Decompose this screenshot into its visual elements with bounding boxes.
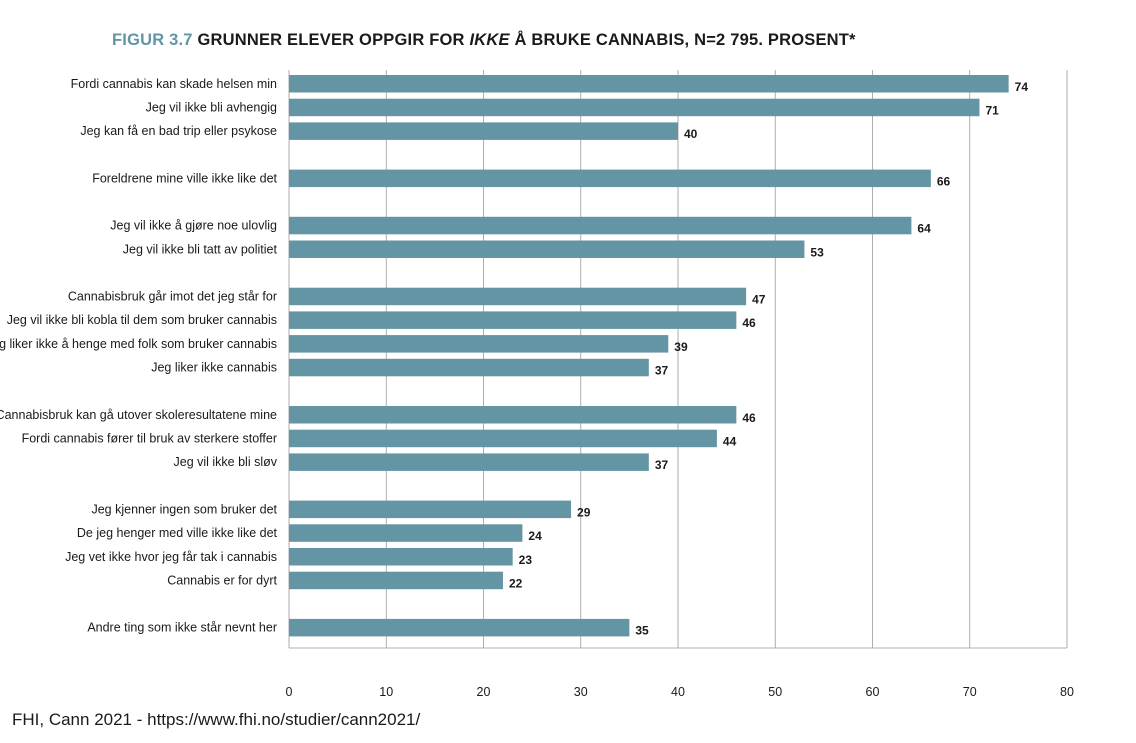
bar: [289, 98, 980, 117]
bar: [289, 571, 503, 590]
data-label: 44: [723, 434, 737, 448]
data-label: 40: [684, 127, 698, 141]
category-label: Foreldrene mine ville ikke like det: [92, 171, 277, 185]
bar: [289, 500, 572, 519]
x-tick-label: 40: [671, 685, 685, 699]
data-label: 29: [577, 505, 591, 519]
data-label: 71: [985, 103, 999, 117]
category-label: Jeg vil ikke bli tatt av politiet: [123, 242, 278, 256]
x-tick-label: 20: [477, 685, 491, 699]
category-label: Fordi cannabis fører til bruk av sterker…: [22, 431, 277, 445]
figure-label: FIGUR 3.7: [112, 31, 193, 49]
bar: [289, 524, 523, 542]
title-text-italic: IKKE: [469, 31, 510, 49]
x-tick-label: 30: [574, 685, 588, 699]
data-label: 46: [742, 411, 756, 425]
bar: [289, 169, 931, 188]
data-label: 64: [917, 222, 931, 236]
data-label: 74: [1015, 80, 1029, 94]
category-label: Fordi cannabis kan skade helsen min: [71, 77, 277, 91]
category-label: Andre ting som ikke står nevnt her: [87, 621, 277, 635]
bar: [289, 618, 630, 637]
x-tick-label: 70: [963, 685, 977, 699]
data-label: 53: [810, 245, 824, 259]
title-text-after: Å BRUKE CANNABIS, N=2 795. PROSENT*: [514, 31, 856, 49]
bar: [289, 548, 513, 566]
category-label: De jeg henger med ville ikke like det: [77, 526, 278, 540]
category-label: Jeg vil ikke bli avhengig: [146, 100, 277, 114]
category-label: Jeg kan få en bad trip eller psykose: [80, 124, 277, 138]
chart-title: FIGUR 3.7 GRUNNER ELEVER OPPGIR FOR IKKE…: [112, 31, 856, 50]
category-label: Cannabis er for dyrt: [167, 573, 277, 587]
data-label: 39: [674, 340, 688, 354]
bar: [289, 311, 737, 329]
bar: [289, 358, 649, 377]
bar: [289, 75, 1009, 93]
data-label: 66: [937, 174, 951, 188]
data-label: 46: [742, 316, 756, 330]
category-label: Jeg kjenner ingen som bruker det: [91, 502, 277, 516]
category-label: Jeg liker ikke å henge med folk som bruk…: [0, 337, 277, 351]
data-label: 47: [752, 292, 766, 306]
bar: [289, 122, 678, 140]
data-label: 24: [528, 529, 542, 543]
bar: [289, 429, 717, 448]
category-label: Jeg vil ikke bli sløv: [174, 455, 278, 469]
x-tick-label: 10: [379, 685, 393, 699]
category-label: Jeg vil ikke bli kobla til dem som bruke…: [7, 313, 277, 327]
title-text-before: GRUNNER ELEVER OPPGIR FOR: [197, 31, 465, 49]
bar: [289, 406, 737, 424]
category-label: Jeg vet ikke hvor jeg får tak i cannabis: [65, 550, 277, 564]
category-label: Cannabisbruk går imot det jeg står for: [68, 289, 277, 303]
category-label: Jeg liker ikke cannabis: [151, 361, 277, 375]
data-label: 35: [635, 624, 649, 638]
category-label: Jeg vil ikke å gjøre noe ulovlig: [110, 219, 277, 233]
x-tick-label: 50: [768, 685, 782, 699]
bar: [289, 287, 747, 306]
bar: [289, 453, 649, 471]
data-label: 37: [655, 458, 669, 472]
data-label: 23: [519, 553, 533, 567]
category-label: Cannabisbruk kan gå utover skoleresultat…: [0, 408, 277, 422]
data-label: 22: [509, 576, 523, 590]
x-tick-label: 60: [866, 685, 880, 699]
bar: [289, 216, 912, 235]
bar: [289, 240, 805, 258]
bar: [289, 335, 669, 353]
x-tick-label: 80: [1060, 685, 1074, 699]
data-label: 37: [655, 364, 669, 378]
x-tick-label: 0: [286, 685, 293, 699]
source-note: FHI, Cann 2021 - https://www.fhi.no/stud…: [12, 710, 421, 729]
